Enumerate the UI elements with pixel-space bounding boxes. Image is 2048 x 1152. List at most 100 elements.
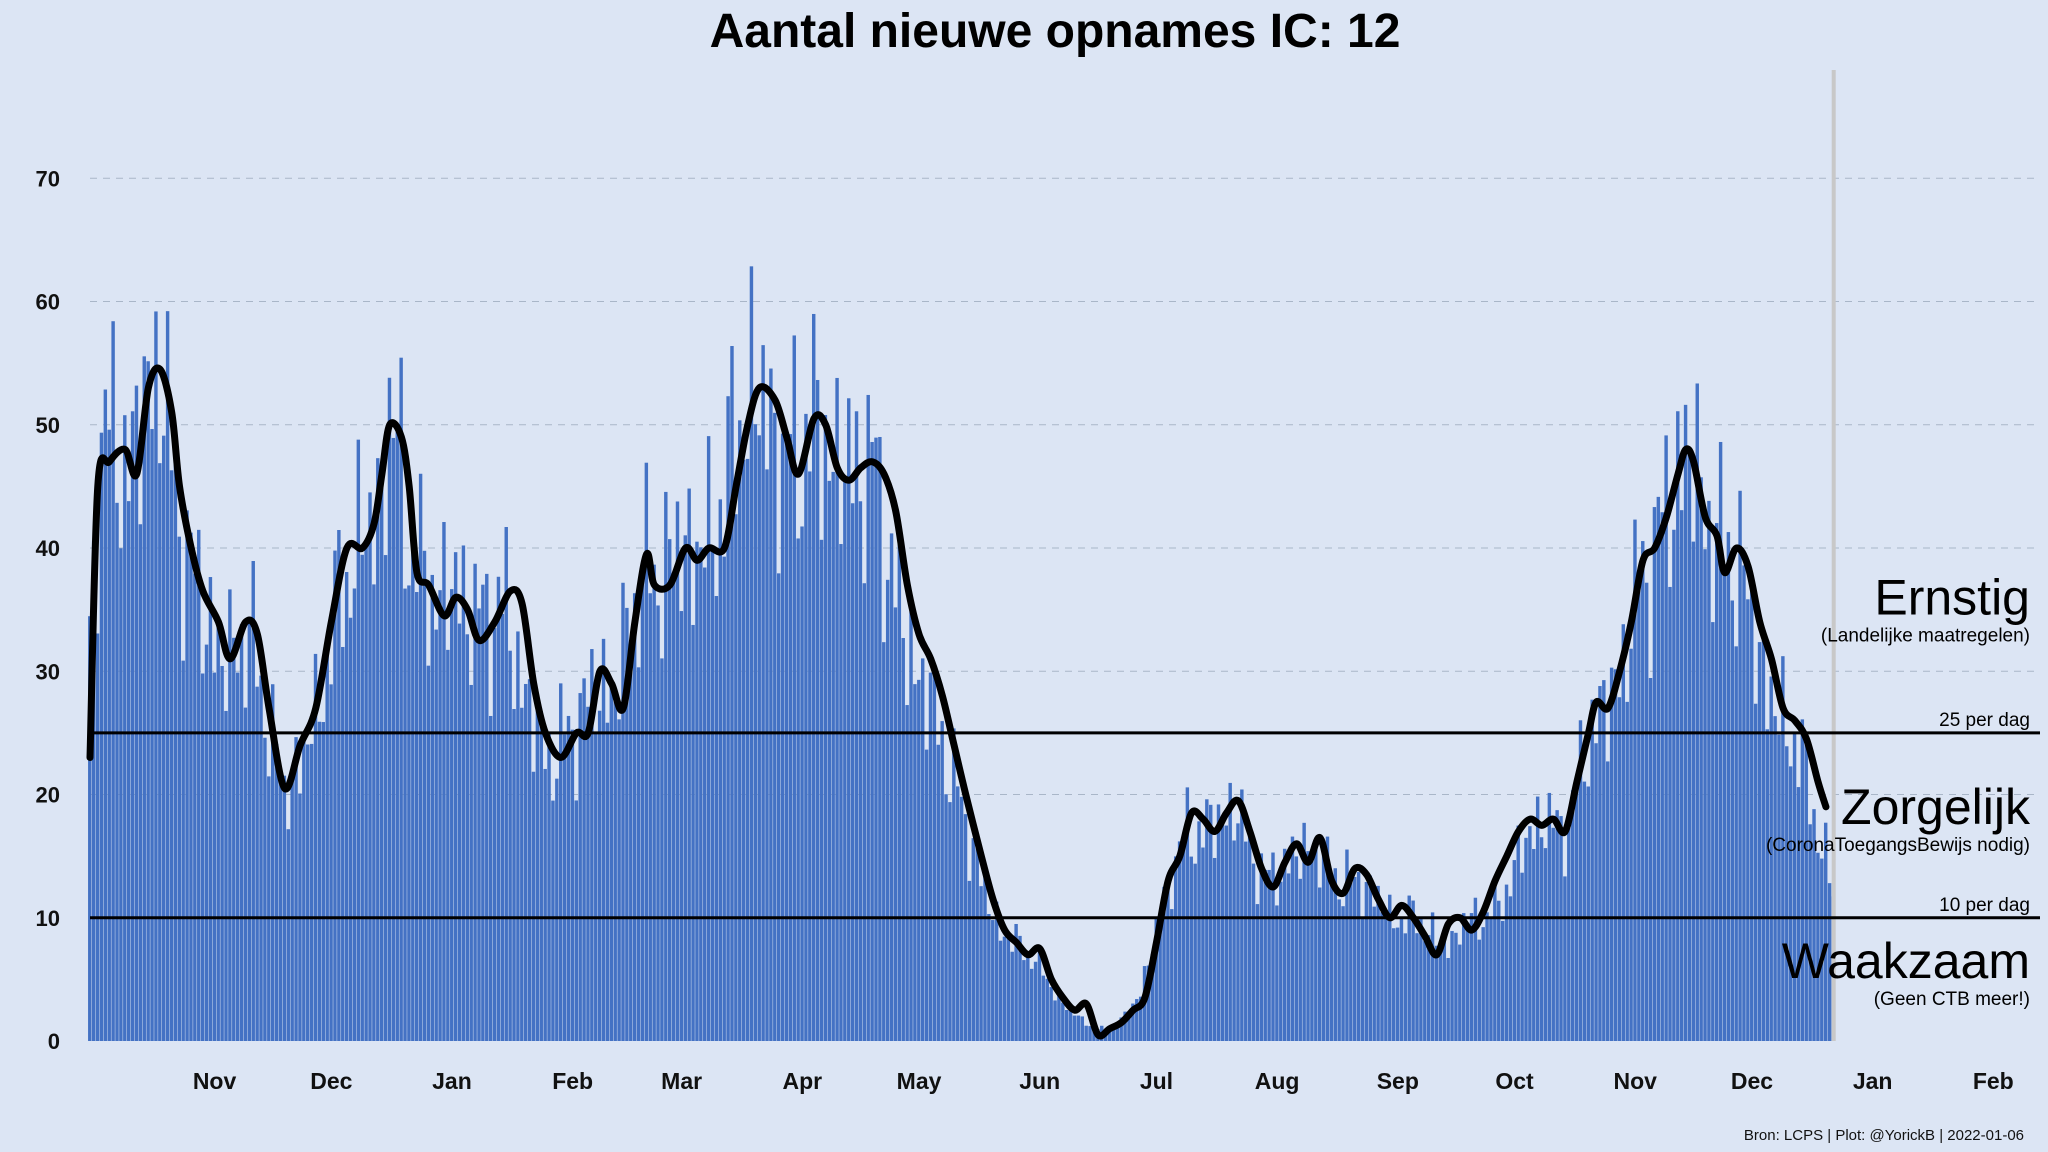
bar <box>1555 810 1559 1041</box>
bar <box>387 377 392 1041</box>
bar <box>360 554 364 1041</box>
bar <box>430 574 434 1041</box>
bar <box>1761 632 1766 1041</box>
bar <box>1664 435 1668 1041</box>
thresholds: 25 per dag 10 per dag <box>90 710 2040 920</box>
bar <box>130 411 135 1041</box>
x-tick-label: Jan <box>1853 1068 1893 1094</box>
bar <box>1668 586 1672 1041</box>
bar <box>1508 896 1513 1041</box>
bar <box>228 589 232 1041</box>
bar <box>232 637 236 1041</box>
bar <box>1053 1000 1057 1041</box>
bar <box>426 665 431 1041</box>
bar <box>1224 825 1229 1041</box>
chart-title: Aantal nieuwe opnames IC: 12 <box>710 5 1401 58</box>
bar <box>442 522 446 1041</box>
bar <box>1598 686 1602 1041</box>
bar <box>1006 934 1011 1041</box>
bar <box>317 721 322 1041</box>
bar <box>1360 916 1365 1041</box>
bar <box>769 368 773 1041</box>
bar <box>263 737 267 1041</box>
bar <box>971 838 976 1041</box>
bar <box>994 901 999 1041</box>
bar <box>1676 411 1680 1041</box>
bar <box>1765 729 1770 1041</box>
bar <box>181 660 185 1041</box>
bar <box>1317 887 1322 1041</box>
bar <box>1356 872 1361 1041</box>
x-tick-label: Dec <box>310 1068 352 1094</box>
bar <box>691 624 695 1041</box>
bar <box>158 463 162 1041</box>
bar <box>415 592 419 1041</box>
bar <box>1380 912 1384 1041</box>
bar <box>1578 720 1583 1041</box>
bar <box>1193 863 1197 1041</box>
bar <box>189 532 193 1041</box>
bar <box>220 665 224 1041</box>
bar <box>477 608 481 1041</box>
bar <box>784 443 789 1042</box>
bar <box>1691 541 1696 1041</box>
bar <box>1345 849 1349 1041</box>
bar <box>991 920 995 1041</box>
bar <box>1493 877 1497 1041</box>
bar <box>1672 529 1676 1041</box>
bar <box>1816 852 1820 1041</box>
bar <box>1329 882 1334 1041</box>
bar <box>1189 856 1193 1041</box>
bar <box>309 743 314 1041</box>
bar <box>1275 905 1279 1041</box>
bar <box>520 707 524 1041</box>
bar <box>722 556 726 1041</box>
y-tick-label: 40 <box>36 536 60 561</box>
bar <box>1703 549 1707 1041</box>
bar <box>609 685 614 1041</box>
bar <box>998 940 1003 1041</box>
bar <box>1290 836 1295 1041</box>
bar <box>1777 734 1781 1041</box>
bar <box>1368 875 1373 1041</box>
x-tick-label: Aug <box>1255 1068 1300 1094</box>
bar <box>488 715 493 1041</box>
bar <box>1785 746 1789 1041</box>
bar <box>1111 1025 1116 1041</box>
bar <box>660 658 664 1041</box>
bar <box>987 914 991 1041</box>
x-tick-label: Feb <box>1973 1068 2014 1094</box>
bar <box>1364 881 1369 1041</box>
bar <box>889 533 894 1041</box>
bar <box>438 590 442 1041</box>
bar <box>383 555 388 1041</box>
y-tick-label: 30 <box>36 659 60 684</box>
bar <box>1353 877 1357 1041</box>
bar <box>675 501 680 1041</box>
bar <box>1609 667 1614 1041</box>
bar <box>827 480 831 1041</box>
bar <box>418 473 423 1041</box>
bar <box>1625 701 1629 1041</box>
bar <box>667 539 672 1041</box>
bar <box>613 689 617 1041</box>
bar <box>823 415 828 1042</box>
bar <box>862 583 867 1041</box>
zone-name: Waakzaam <box>1782 933 2030 989</box>
bar <box>1434 945 1439 1041</box>
bar <box>1481 927 1485 1041</box>
bar <box>1485 912 1489 1041</box>
bar <box>403 588 407 1041</box>
zone-name: Ernstig <box>1874 569 2030 625</box>
bar <box>1804 734 1808 1041</box>
bar <box>270 684 275 1041</box>
bar <box>831 471 835 1042</box>
bar <box>1820 858 1824 1041</box>
bar <box>636 667 641 1041</box>
bar <box>1162 886 1166 1041</box>
bar <box>496 576 501 1041</box>
bar <box>1088 1026 1092 1041</box>
bar <box>500 613 505 1041</box>
zone-note: (Landelijke maatregelen) <box>1821 625 2030 646</box>
bar <box>570 729 575 1041</box>
